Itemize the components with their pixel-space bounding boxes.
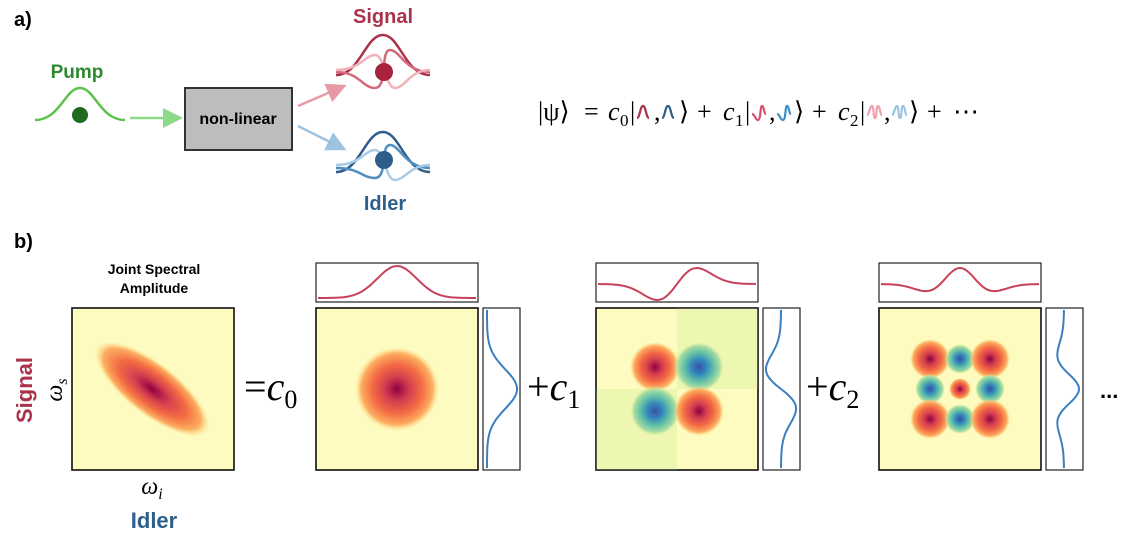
signal-axis: Signal bbox=[12, 357, 37, 423]
lobe bbox=[630, 386, 680, 436]
lobe bbox=[630, 342, 680, 392]
panel-a: a) Pump non-linear Signal Idler bbox=[14, 6, 430, 215]
lobe bbox=[674, 342, 724, 392]
arrow bbox=[298, 87, 342, 106]
lobe bbox=[674, 386, 724, 436]
equation-text: + bbox=[927, 97, 942, 126]
marginal-box bbox=[1046, 308, 1083, 470]
operator: = bbox=[244, 364, 267, 409]
jsa-title: Amplitude bbox=[120, 280, 189, 296]
equation-text: | bbox=[630, 97, 635, 126]
sub: s bbox=[54, 378, 71, 384]
omega-s: ωs bbox=[42, 378, 71, 401]
ket-icon bbox=[752, 106, 766, 120]
equation-text: |ψ⟩ bbox=[538, 97, 570, 126]
omega: ω bbox=[42, 385, 68, 402]
lobe bbox=[355, 347, 439, 431]
equation-text: ⟩ bbox=[909, 97, 919, 126]
coef: c bbox=[829, 364, 847, 409]
equation-text: ⟩ bbox=[794, 97, 804, 126]
equation-text: , bbox=[654, 97, 661, 126]
equation-text: 0 bbox=[620, 111, 629, 130]
idler-dot bbox=[375, 151, 393, 169]
sub: 2 bbox=[846, 385, 859, 414]
coefficient: =c0 bbox=[244, 364, 297, 414]
marginal-box bbox=[483, 308, 520, 470]
marginal-box bbox=[316, 263, 478, 302]
ket-icon bbox=[892, 106, 907, 118]
idler-label: Idler bbox=[364, 193, 406, 215]
lobe bbox=[949, 378, 971, 400]
equation-text: , bbox=[884, 97, 891, 126]
equation-text: 1 bbox=[735, 111, 744, 130]
signal-dot bbox=[375, 63, 393, 81]
omega: ω bbox=[141, 474, 158, 500]
ket-icon bbox=[637, 106, 649, 118]
ket-icon bbox=[662, 106, 674, 118]
lobe bbox=[970, 339, 1010, 379]
equation-text: c bbox=[838, 97, 850, 126]
ket-icon bbox=[777, 106, 791, 120]
sub: 1 bbox=[567, 385, 580, 414]
lobe bbox=[970, 399, 1010, 439]
figure: a) Pump non-linear Signal Idler b) Joint… bbox=[0, 0, 1128, 539]
equation-text: ⋯ bbox=[953, 97, 979, 126]
coef: c bbox=[267, 364, 285, 409]
pump-label: Pump bbox=[51, 62, 104, 83]
equation-text: 2 bbox=[850, 111, 859, 130]
operator: + bbox=[527, 364, 550, 409]
ket-icon bbox=[867, 106, 882, 118]
panel-label: b) bbox=[14, 231, 33, 253]
pump-dot bbox=[72, 107, 88, 123]
ellipsis: ... bbox=[1100, 378, 1118, 403]
equation-text: | bbox=[745, 97, 750, 126]
coef: c bbox=[550, 364, 568, 409]
equation-text: , bbox=[769, 97, 776, 126]
coefficient: +c2 bbox=[806, 364, 859, 414]
arrow bbox=[298, 126, 342, 148]
coefficient: +c1 bbox=[527, 364, 580, 414]
omega-i: ωi bbox=[141, 474, 162, 503]
idler-axis: Idler bbox=[131, 508, 178, 533]
equation-text: + bbox=[697, 97, 712, 126]
equation-text: c bbox=[723, 97, 735, 126]
panel-label: a) bbox=[14, 9, 32, 31]
equation-text: c bbox=[608, 97, 620, 126]
sub: i bbox=[158, 486, 162, 503]
equation-text: ⟩ bbox=[679, 97, 689, 126]
equation-text: + bbox=[812, 97, 827, 126]
sub: 0 bbox=[284, 385, 297, 414]
lobe bbox=[910, 339, 950, 379]
signal-label: Signal bbox=[353, 6, 413, 28]
equation-text: = bbox=[584, 97, 599, 126]
jsa-title: Joint Spectral bbox=[108, 261, 201, 277]
lobe bbox=[910, 399, 950, 439]
equation-text: | bbox=[860, 97, 865, 126]
operator: + bbox=[806, 364, 829, 409]
device-label: non-linear bbox=[199, 111, 276, 128]
